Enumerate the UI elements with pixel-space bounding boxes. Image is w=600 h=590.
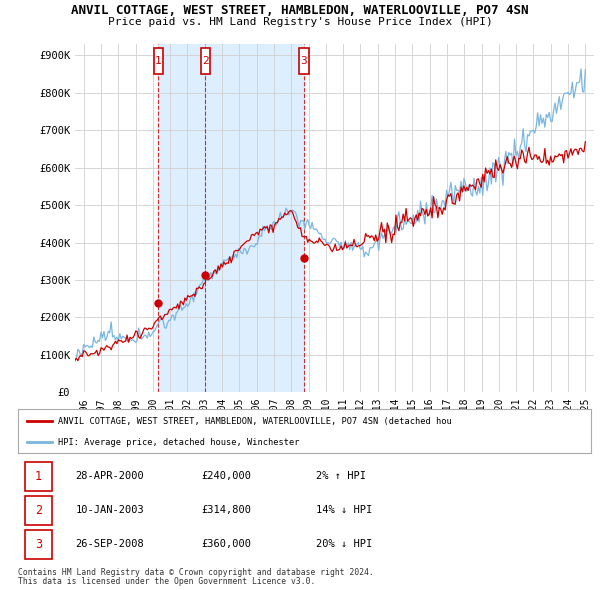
Text: 1: 1 (35, 470, 42, 483)
Bar (200, 48, 210, 74)
Text: 3: 3 (301, 56, 307, 65)
Text: £314,800: £314,800 (202, 506, 251, 515)
Text: 3: 3 (35, 538, 42, 551)
Bar (299, 48, 309, 74)
Text: This data is licensed under the Open Government Licence v3.0.: This data is licensed under the Open Gov… (18, 577, 316, 586)
Text: Contains HM Land Registry data © Crown copyright and database right 2024.: Contains HM Land Registry data © Crown c… (18, 568, 374, 576)
Text: HPI: Average price, detached house, Winchester: HPI: Average price, detached house, Winc… (58, 438, 299, 447)
Text: 28-APR-2000: 28-APR-2000 (76, 471, 144, 481)
FancyBboxPatch shape (25, 462, 52, 491)
Text: Price paid vs. HM Land Registry's House Price Index (HPI): Price paid vs. HM Land Registry's House … (107, 17, 493, 27)
Text: 1: 1 (155, 56, 162, 65)
FancyBboxPatch shape (25, 530, 52, 559)
Text: 20% ↓ HPI: 20% ↓ HPI (316, 539, 372, 549)
Text: 26-SEP-2008: 26-SEP-2008 (76, 539, 144, 549)
Bar (158, 44, 304, 392)
Text: 2% ↑ HPI: 2% ↑ HPI (316, 471, 366, 481)
Text: £360,000: £360,000 (202, 539, 251, 549)
Bar (154, 48, 163, 74)
Text: 2: 2 (202, 56, 209, 65)
Text: £240,000: £240,000 (202, 471, 251, 481)
Text: 2: 2 (35, 504, 42, 517)
Text: 14% ↓ HPI: 14% ↓ HPI (316, 506, 372, 515)
Text: ANVIL COTTAGE, WEST STREET, HAMBLEDON, WATERLOOVILLE, PO7 4SN (detached hou: ANVIL COTTAGE, WEST STREET, HAMBLEDON, W… (58, 417, 452, 426)
Text: 10-JAN-2003: 10-JAN-2003 (76, 506, 144, 515)
FancyBboxPatch shape (25, 496, 52, 525)
Text: ANVIL COTTAGE, WEST STREET, HAMBLEDON, WATERLOOVILLE, PO7 4SN: ANVIL COTTAGE, WEST STREET, HAMBLEDON, W… (71, 4, 529, 17)
